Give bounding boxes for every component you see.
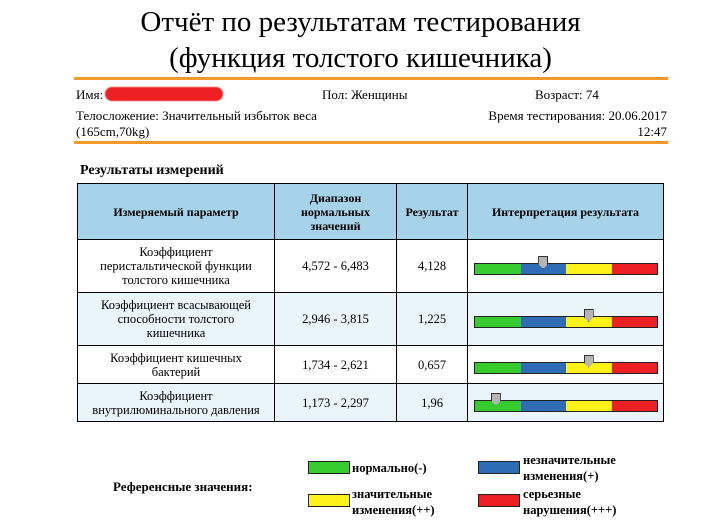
- section-title: Результаты измерений: [80, 163, 224, 178]
- header-result: Результат: [396, 183, 468, 240]
- physique-line1: Телосложение: Значительный избыток веса: [76, 108, 317, 123]
- result-marker-icon: [583, 309, 594, 322]
- legend-text: нормально(-): [352, 461, 427, 475]
- interpretation-cell: [467, 239, 664, 293]
- range-cell: 4,572 - 6,483: [274, 239, 397, 293]
- report-title-line2: (функция толстого кишечника): [169, 42, 552, 74]
- patient-gender: Пол: Женщины: [322, 87, 408, 102]
- legend-swatch: [478, 461, 520, 474]
- scale-segment: [520, 317, 566, 327]
- legend-text: изменения(+): [523, 469, 599, 483]
- patient-name: Имя:: [76, 87, 224, 103]
- result-marker-icon: [490, 392, 501, 406]
- results-table: Измеряемый параметр Диапазон нормальных …: [77, 183, 664, 422]
- report-title: Отчёт по результатам тестирования (функц…: [0, 4, 721, 76]
- legend-text: изменения(++): [352, 503, 435, 517]
- range-cell: 1,173 - 2,297: [274, 383, 397, 422]
- scale-segment: [520, 362, 566, 373]
- legend-text: значительные: [352, 487, 433, 501]
- legend-item: незначительные изменения(+): [523, 452, 616, 484]
- header-interp: Интерпретация результата: [467, 183, 664, 240]
- header-param: Измеряемый параметр: [77, 183, 275, 240]
- range-cell: 1,734 - 2,621: [274, 345, 397, 384]
- interpretation-scale: [474, 399, 658, 412]
- patient-physique: Телосложение: Значительный избыток веса …: [76, 108, 317, 140]
- legend-swatch: [308, 494, 350, 507]
- scale-segment: [611, 362, 657, 373]
- scale-segment: [566, 317, 612, 327]
- scale-segment: [475, 264, 521, 274]
- result-cell: 4,128: [396, 239, 468, 293]
- scale-segment: [566, 362, 612, 373]
- result-marker-icon: [538, 256, 549, 269]
- redacted-name: [105, 87, 224, 101]
- table-row: Коэффициент всасывающей способности толс…: [77, 292, 664, 346]
- legend-text: серьезные: [523, 487, 581, 501]
- param-cell: Коэффициент внутрилюминального давления: [77, 383, 275, 422]
- test-time: Время тестирования: 20.06.2017 12:47: [488, 108, 667, 140]
- result-marker-icon: [583, 354, 594, 368]
- result-cell: 0,657: [396, 345, 468, 384]
- legend-text: незначительные: [523, 453, 616, 467]
- legend-swatch: [478, 494, 520, 507]
- param-cell: Коэффициент перистальтической функции то…: [77, 239, 275, 293]
- scale-segment: [475, 317, 521, 327]
- report-title-line1: Отчёт по результатам тестирования: [140, 6, 581, 38]
- scale-segment: [611, 264, 657, 274]
- interpretation-cell: [467, 345, 664, 384]
- table-row: Коэффициент кишечных бактерий 1,734 - 2,6…: [77, 345, 664, 384]
- result-cell: 1,96: [396, 383, 468, 422]
- interpretation-scale: [474, 316, 658, 328]
- scale-segment: [475, 400, 521, 411]
- scale-segment: [566, 400, 612, 411]
- legend-item: нормально(-): [352, 460, 427, 476]
- result-cell: 1,225: [396, 292, 468, 346]
- top-divider: [74, 77, 668, 80]
- test-time-line1: Время тестирования: 20.06.2017: [488, 108, 667, 123]
- table-header-row: Измеряемый параметр Диапазон нормальных …: [77, 183, 664, 240]
- patient-name-label: Имя:: [76, 87, 104, 102]
- table-row: Коэффициент перистальтической функции то…: [77, 239, 664, 293]
- scale-segment: [520, 400, 566, 411]
- interpretation-cell: [467, 383, 664, 422]
- scale-segment: [475, 362, 521, 373]
- physique-line2: (165cm,70kg): [76, 124, 150, 139]
- param-cell: Коэффициент кишечных бактерий: [77, 345, 275, 384]
- scale-segment: [611, 400, 657, 411]
- test-time-line2: 12:47: [637, 124, 667, 139]
- interpretation-scale: [474, 263, 658, 275]
- interpretation-scale: [474, 361, 658, 374]
- legend-text: нарушения(+++): [523, 503, 617, 517]
- param-cell: Коэффициент всасывающей способности толс…: [77, 292, 275, 346]
- range-cell: 2,946 - 3,815: [274, 292, 397, 346]
- interpretation-cell: [467, 292, 664, 346]
- scale-segment: [566, 264, 612, 274]
- patient-age: Возраст: 74: [535, 87, 599, 102]
- legend-swatch: [308, 461, 350, 474]
- legend-item: значительные изменения(++): [352, 486, 435, 518]
- scale-segment: [611, 317, 657, 327]
- bottom-divider: [74, 141, 668, 144]
- table-row: Коэффициент внутрилюминального давления 1…: [77, 383, 664, 422]
- legend-item: серьезные нарушения(+++): [523, 486, 616, 518]
- scale-segment: [520, 264, 566, 274]
- legend-label: Референсные значения:: [113, 479, 253, 494]
- header-range: Диапазон нормальных значений: [274, 183, 397, 240]
